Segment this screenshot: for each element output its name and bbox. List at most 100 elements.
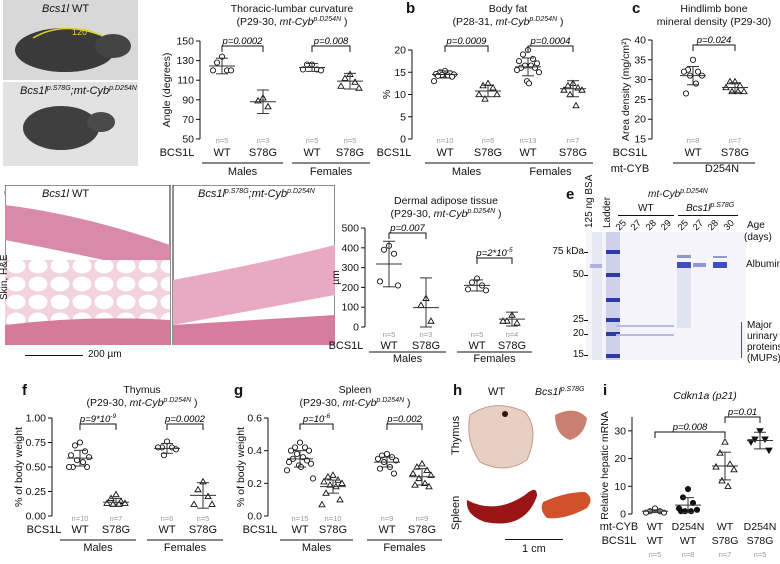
- data-point: [190, 500, 198, 507]
- n-label: n=5: [649, 550, 662, 559]
- data-point: [564, 81, 572, 89]
- significance-bracket: [527, 45, 574, 52]
- n-label: n=6: [161, 514, 174, 523]
- y-tick-label: 10: [394, 89, 406, 101]
- p-value: p=2*10-5: [475, 247, 513, 259]
- row-label: BCS1L: [27, 524, 62, 536]
- data-point: [301, 444, 309, 451]
- group-3: [499, 311, 525, 327]
- y-axis-label: %: [381, 90, 393, 99]
- data-point: [692, 80, 700, 87]
- p-value: p=0.007: [389, 223, 425, 234]
- y-tick-label: 130: [176, 55, 194, 67]
- y-axis-label: µm: [330, 270, 342, 285]
- group-2: [374, 450, 400, 477]
- group-0: [430, 67, 458, 85]
- group-label: WT: [213, 147, 230, 159]
- y-tick-label: 40: [634, 35, 646, 47]
- data-point: [154, 444, 162, 451]
- significance-bracket: [166, 423, 204, 430]
- y-axis-label: Relative hepatic mRNA: [599, 411, 611, 520]
- data-point: [427, 471, 435, 478]
- group-label: S78G: [102, 524, 130, 536]
- y-axis-label: % of body weight: [235, 427, 247, 507]
- data-point: [287, 447, 295, 454]
- group-label: WT: [519, 147, 536, 159]
- group-label: S78G: [474, 147, 502, 159]
- data-point: [318, 500, 326, 508]
- data-point: [317, 67, 325, 74]
- organs-scale-bar: [505, 539, 563, 540]
- data-point: [535, 69, 543, 76]
- group-label: WT: [647, 521, 664, 533]
- data-point: [519, 51, 527, 58]
- y-tick-label: 0.25: [26, 486, 47, 498]
- data-point: [337, 82, 345, 89]
- n-label: n=10: [437, 136, 454, 145]
- histology-right-label: Bcs1lp.S78G;mt-Cybp.D254N: [198, 188, 315, 200]
- n-label: n=10: [72, 514, 89, 523]
- organs-scale-label: 1 cm: [522, 543, 546, 555]
- row-label: BCS1L: [329, 340, 364, 352]
- data-point: [740, 87, 748, 95]
- data-point: [227, 67, 235, 74]
- y-tick-label: 0: [620, 509, 626, 521]
- n-label: n=7: [110, 514, 123, 523]
- data-point: [351, 78, 359, 85]
- data-point: [329, 471, 337, 478]
- group-label: S78G: [747, 535, 774, 547]
- p-value: p=0.0009: [446, 36, 488, 47]
- y-tick-label: 0.0: [247, 511, 262, 523]
- group-label: S78G: [336, 147, 364, 159]
- data-point: [482, 287, 490, 294]
- panel-letter-h: h: [453, 382, 463, 399]
- y-tick-label: 15: [394, 67, 406, 79]
- group-2: [712, 438, 738, 489]
- significance-bracket: [386, 423, 423, 430]
- group-label: WT: [378, 524, 395, 536]
- subgroup-label: Males: [228, 166, 258, 178]
- significance-bracket: [724, 416, 761, 423]
- p-value: p=0.008: [672, 422, 708, 433]
- group-label: WT: [684, 147, 701, 159]
- data-point: [572, 101, 580, 109]
- data-point: [293, 450, 301, 457]
- significance-bracket: [476, 257, 513, 264]
- y-tick-label: 0.6: [247, 413, 262, 425]
- group-label: S78G: [412, 340, 440, 352]
- data-point: [430, 78, 438, 85]
- chart-a-title: Thoracic-lumbar curvature (P29-30, mt-Cyb…: [230, 3, 354, 28]
- group-1: [722, 77, 748, 95]
- data-point: [320, 477, 328, 485]
- subgroup-label: Females: [473, 353, 516, 365]
- chart-f: 0.000.250.500.751.00% of body weightWTn=…: [13, 413, 223, 554]
- group-label: WT: [291, 524, 308, 536]
- mups-bracket: [741, 322, 742, 358]
- data-point: [376, 278, 384, 285]
- data-point: [324, 472, 332, 480]
- gel-wt-label: WT: [638, 203, 654, 214]
- group-2: [464, 275, 490, 294]
- data-point: [390, 250, 398, 257]
- data-point: [475, 90, 483, 98]
- subgroup-label: Females: [383, 542, 426, 554]
- y-tick-label: 5: [400, 111, 406, 123]
- y-axis-label: Angle (degrees): [161, 53, 173, 128]
- p-value: p=0.01: [727, 407, 757, 418]
- significance-bracket: [299, 423, 334, 430]
- mouse-xray-images: [3, 0, 138, 166]
- panel-letter-e: e: [566, 186, 575, 203]
- data-point: [380, 246, 388, 253]
- n-label: n=5: [383, 330, 396, 339]
- group-label: WT: [647, 535, 664, 547]
- histology-scale-label: 200 µm: [88, 349, 122, 360]
- data-point: [566, 90, 574, 98]
- n-label: n=15: [292, 514, 309, 523]
- group-1: [675, 486, 701, 515]
- group-0: [376, 240, 402, 289]
- gel-kda-marker: 20: [572, 328, 584, 339]
- data-point: [734, 87, 742, 95]
- data-point: [529, 55, 537, 62]
- group-label: S78G: [319, 524, 347, 536]
